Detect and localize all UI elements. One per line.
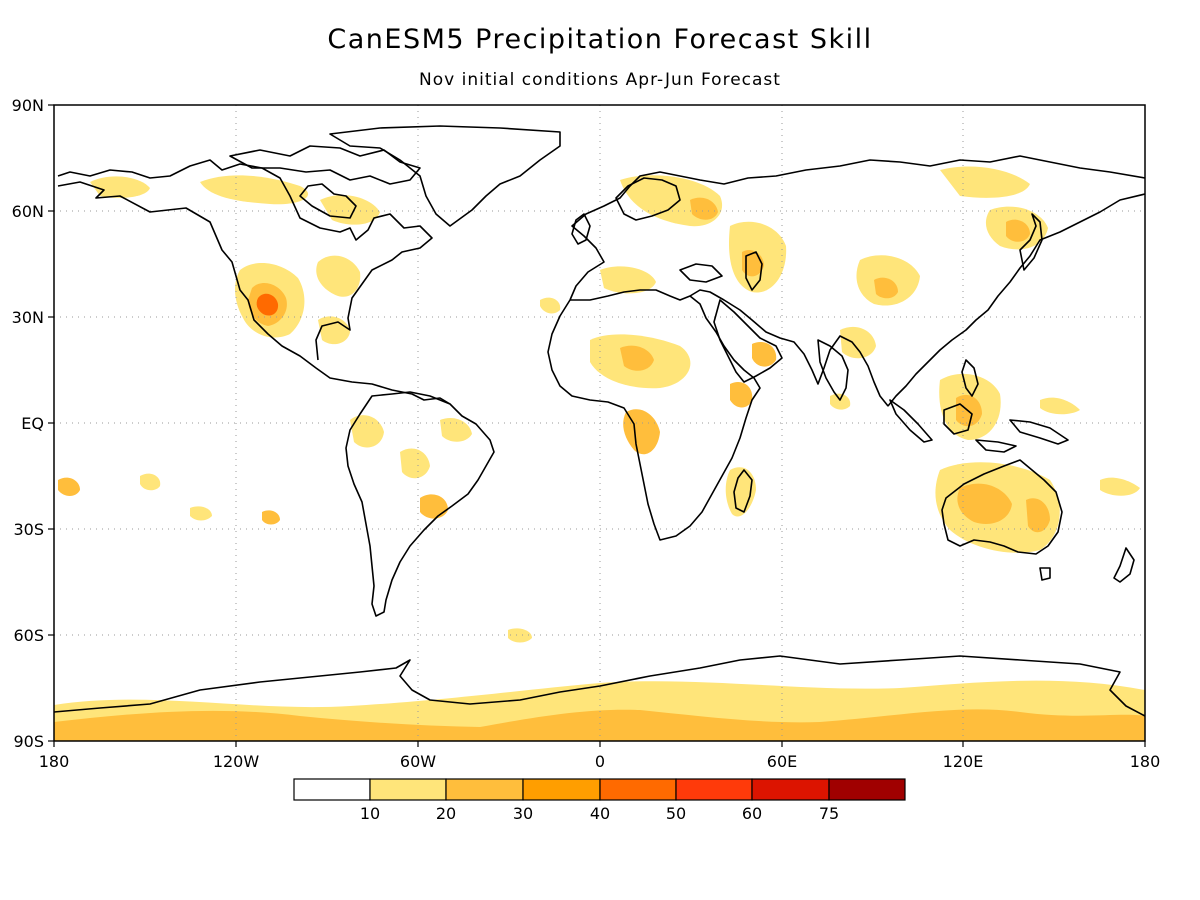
coast-australia <box>941 459 1063 555</box>
east-africa-skill <box>730 381 753 408</box>
coast-black-sea <box>679 263 723 283</box>
colorbar-bin-3 <box>445 778 524 801</box>
colorbar-bin-7 <box>751 778 830 801</box>
lon-label-180w: 180 <box>39 752 70 771</box>
colorbar: 10 20 30 40 50 60 75 <box>293 778 906 823</box>
lon-label-120e: 120E <box>943 752 984 771</box>
south-atlantic-patch <box>508 628 532 643</box>
coast-japan <box>1019 213 1043 271</box>
coast-north-america <box>57 159 451 405</box>
lat-label-90s: 90S <box>13 732 44 751</box>
lon-label-0: 0 <box>595 752 605 771</box>
coast-new-guinea <box>1009 419 1069 445</box>
sa-east-skill <box>400 448 430 479</box>
coast-antarctica <box>54 655 1145 717</box>
australia-skill-strong <box>957 483 1012 524</box>
coast-philippines <box>961 359 979 397</box>
sahel-skill-strong <box>620 345 654 371</box>
coast-scandinavia <box>615 177 681 221</box>
pacific-patch-6 <box>1040 397 1080 415</box>
colorbar-label-10: 10 <box>360 804 380 823</box>
colorbar-bin-8 <box>828 778 906 801</box>
lon-label-120w: 120W <box>213 752 260 771</box>
coast-tasmania <box>1039 567 1051 581</box>
map-subtitle: Nov initial conditions Apr-Jun Forecast <box>419 70 781 90</box>
pacific-patch-4 <box>190 506 212 521</box>
pacific-patch-3 <box>262 510 280 525</box>
arabia-skill <box>752 341 777 367</box>
east-australia-skill <box>1026 498 1050 533</box>
east-asia-skill-strong <box>1006 219 1030 242</box>
amazon-skill <box>440 417 472 442</box>
colorbar-bin-2 <box>369 778 447 801</box>
na-west-skill-peak <box>256 293 279 316</box>
map-title: CanESM5 Precipitation Forecast Skill <box>327 24 873 55</box>
lat-label-90n: 90N <box>12 96 44 115</box>
indian-ocean-patch <box>830 393 851 410</box>
madagascar-skill <box>725 467 756 517</box>
coastlines <box>54 125 1145 717</box>
coast-arabia <box>713 299 783 383</box>
pacific-patch-2 <box>140 473 161 491</box>
antarctic-skill-band-strong <box>54 709 1145 741</box>
coast-india <box>817 339 849 401</box>
lon-axis-labels: 180 120W 60W 0 60E 120E 180 <box>39 752 1161 771</box>
europe-skill-strong <box>690 197 718 220</box>
india-skill <box>840 326 876 359</box>
pacific-patch-5 <box>1100 477 1140 496</box>
colorbar-label-60: 60 <box>742 804 762 823</box>
coast-sumatra-borneo <box>889 399 1017 453</box>
mediterranean-skill <box>600 266 656 294</box>
coast-madagascar <box>733 469 753 513</box>
sa-south-skill <box>420 494 448 519</box>
lon-label-180e: 180 <box>1130 752 1161 771</box>
lon-label-60e: 60E <box>767 752 797 771</box>
colorbar-label-75: 75 <box>819 804 839 823</box>
atlantic-patch <box>540 297 561 314</box>
coast-hudson-bay <box>299 183 357 219</box>
colorbar-bin-4 <box>522 778 601 801</box>
coast-canadian-arctic <box>229 145 421 185</box>
skill-shading-layer <box>54 166 1145 741</box>
na-east-skill <box>316 255 361 297</box>
arctic-na-skill <box>200 175 309 205</box>
colorbar-bin-1 <box>293 778 371 801</box>
coast-south-america <box>345 391 495 617</box>
colorbar-label-40: 40 <box>590 804 610 823</box>
lat-label-60n: 60N <box>12 202 44 221</box>
lat-label-60s: 60S <box>13 626 44 645</box>
sa-north-skill <box>350 415 384 448</box>
pacific-patch-1 <box>58 477 80 496</box>
tick-marks <box>48 104 1146 747</box>
lat-label-30n: 30N <box>12 308 44 327</box>
central-asia-skill-strong <box>874 277 898 299</box>
lat-label-30s: 30S <box>13 520 44 539</box>
lat-axis-labels: 90N 60N 30N EQ 30S 60S 90S <box>12 96 44 751</box>
graticule <box>54 105 1145 741</box>
colorbar-bin-6 <box>675 778 753 801</box>
coast-new-zealand <box>1113 547 1135 583</box>
lat-label-eq: EQ <box>21 414 44 433</box>
colorbar-label-30: 30 <box>513 804 533 823</box>
coast-caspian <box>745 251 763 291</box>
gulf-skill <box>318 316 350 345</box>
coast-greenland <box>329 125 561 227</box>
colorbar-bin-5 <box>599 778 677 801</box>
colorbar-label-20: 20 <box>436 804 456 823</box>
lon-label-60w: 60W <box>400 752 436 771</box>
coast-uk <box>571 213 591 245</box>
alaska-skill <box>90 176 150 198</box>
coast-africa <box>547 295 761 541</box>
colorbar-label-50: 50 <box>666 804 686 823</box>
